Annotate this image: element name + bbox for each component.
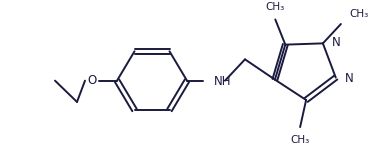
Text: N: N xyxy=(345,72,353,85)
Text: CH₃: CH₃ xyxy=(349,9,368,19)
Text: CH₃: CH₃ xyxy=(290,135,310,145)
Text: O: O xyxy=(87,74,97,87)
Text: CH₃: CH₃ xyxy=(266,2,285,12)
Text: N: N xyxy=(332,36,340,49)
Text: NH: NH xyxy=(214,75,231,88)
